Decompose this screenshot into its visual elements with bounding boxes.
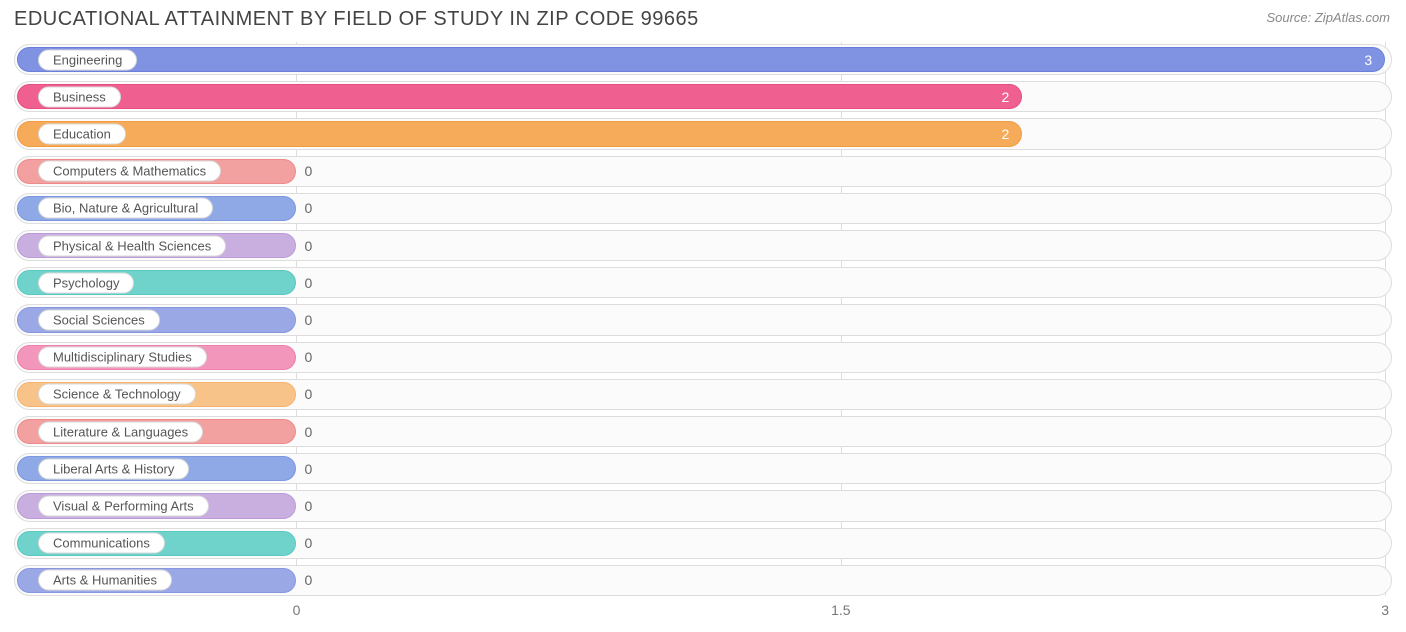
value-label: 0 (304, 498, 312, 514)
axis-tick-label: 0 (293, 602, 301, 618)
value-label: 0 (304, 535, 312, 551)
x-axis: 01.53 (14, 602, 1392, 622)
bar-fill: 2 (17, 84, 1022, 109)
category-label: Multidisciplinary Studies (38, 347, 207, 368)
bar-fill: 2 (17, 121, 1022, 146)
value-label: 0 (304, 312, 312, 328)
category-label: Business (38, 86, 121, 107)
chart-row: Multidisciplinary Studies 0 (14, 342, 1392, 373)
chart-rows: 3 Engineering 2 Business 2 Education Computers… (14, 42, 1392, 596)
category-label: Visual & Performing Arts (38, 496, 209, 517)
category-label: Social Sciences (38, 310, 160, 331)
value-label: 3 (1364, 52, 1372, 68)
value-label: 0 (304, 238, 312, 254)
value-label: 2 (1001, 89, 1009, 105)
chart-row: Psychology 0 (14, 267, 1392, 298)
category-label: Bio, Nature & Agricultural (38, 198, 213, 219)
axis-tick-label: 1.5 (831, 602, 850, 618)
chart-row: 3 Engineering (14, 44, 1392, 75)
category-label: Engineering (38, 49, 137, 70)
value-label: 0 (304, 424, 312, 440)
chart-row: Visual & Performing Arts 0 (14, 490, 1392, 521)
chart-plot-area: 3 Engineering 2 Business 2 Education Computers… (14, 42, 1392, 596)
value-label: 0 (304, 386, 312, 402)
chart-title: EDUCATIONAL ATTAINMENT BY FIELD OF STUDY… (14, 8, 699, 31)
chart-source: Source: ZipAtlas.com (1266, 8, 1390, 25)
category-label: Computers & Mathematics (38, 161, 221, 182)
chart-row: 2 Education (14, 118, 1392, 149)
chart-row: Literature & Languages 0 (14, 416, 1392, 447)
category-label: Education (38, 124, 126, 145)
value-label: 0 (304, 163, 312, 179)
chart-row: Arts & Humanities 0 (14, 565, 1392, 596)
category-label: Arts & Humanities (38, 570, 172, 591)
axis-tick-label: 3 (1381, 602, 1389, 618)
chart-row: Liberal Arts & History 0 (14, 453, 1392, 484)
category-label: Psychology (38, 272, 134, 293)
chart-row: Communications 0 (14, 528, 1392, 559)
category-label: Physical & Health Sciences (38, 235, 226, 256)
chart-row: Computers & Mathematics 0 (14, 156, 1392, 187)
value-label: 0 (304, 572, 312, 588)
category-label: Literature & Languages (38, 421, 203, 442)
category-label: Communications (38, 533, 165, 554)
chart-row: Social Sciences 0 (14, 304, 1392, 335)
category-label: Liberal Arts & History (38, 458, 189, 479)
chart-row: Science & Technology 0 (14, 379, 1392, 410)
bar-fill: 3 (17, 47, 1385, 72)
chart-row: 2 Business (14, 81, 1392, 112)
chart-row: Bio, Nature & Agricultural 0 (14, 193, 1392, 224)
chart-row: Physical & Health Sciences 0 (14, 230, 1392, 261)
category-label: Science & Technology (38, 384, 196, 405)
value-label: 0 (304, 275, 312, 291)
value-label: 0 (304, 461, 312, 477)
value-label: 0 (304, 349, 312, 365)
value-label: 2 (1001, 126, 1009, 142)
value-label: 0 (304, 200, 312, 216)
